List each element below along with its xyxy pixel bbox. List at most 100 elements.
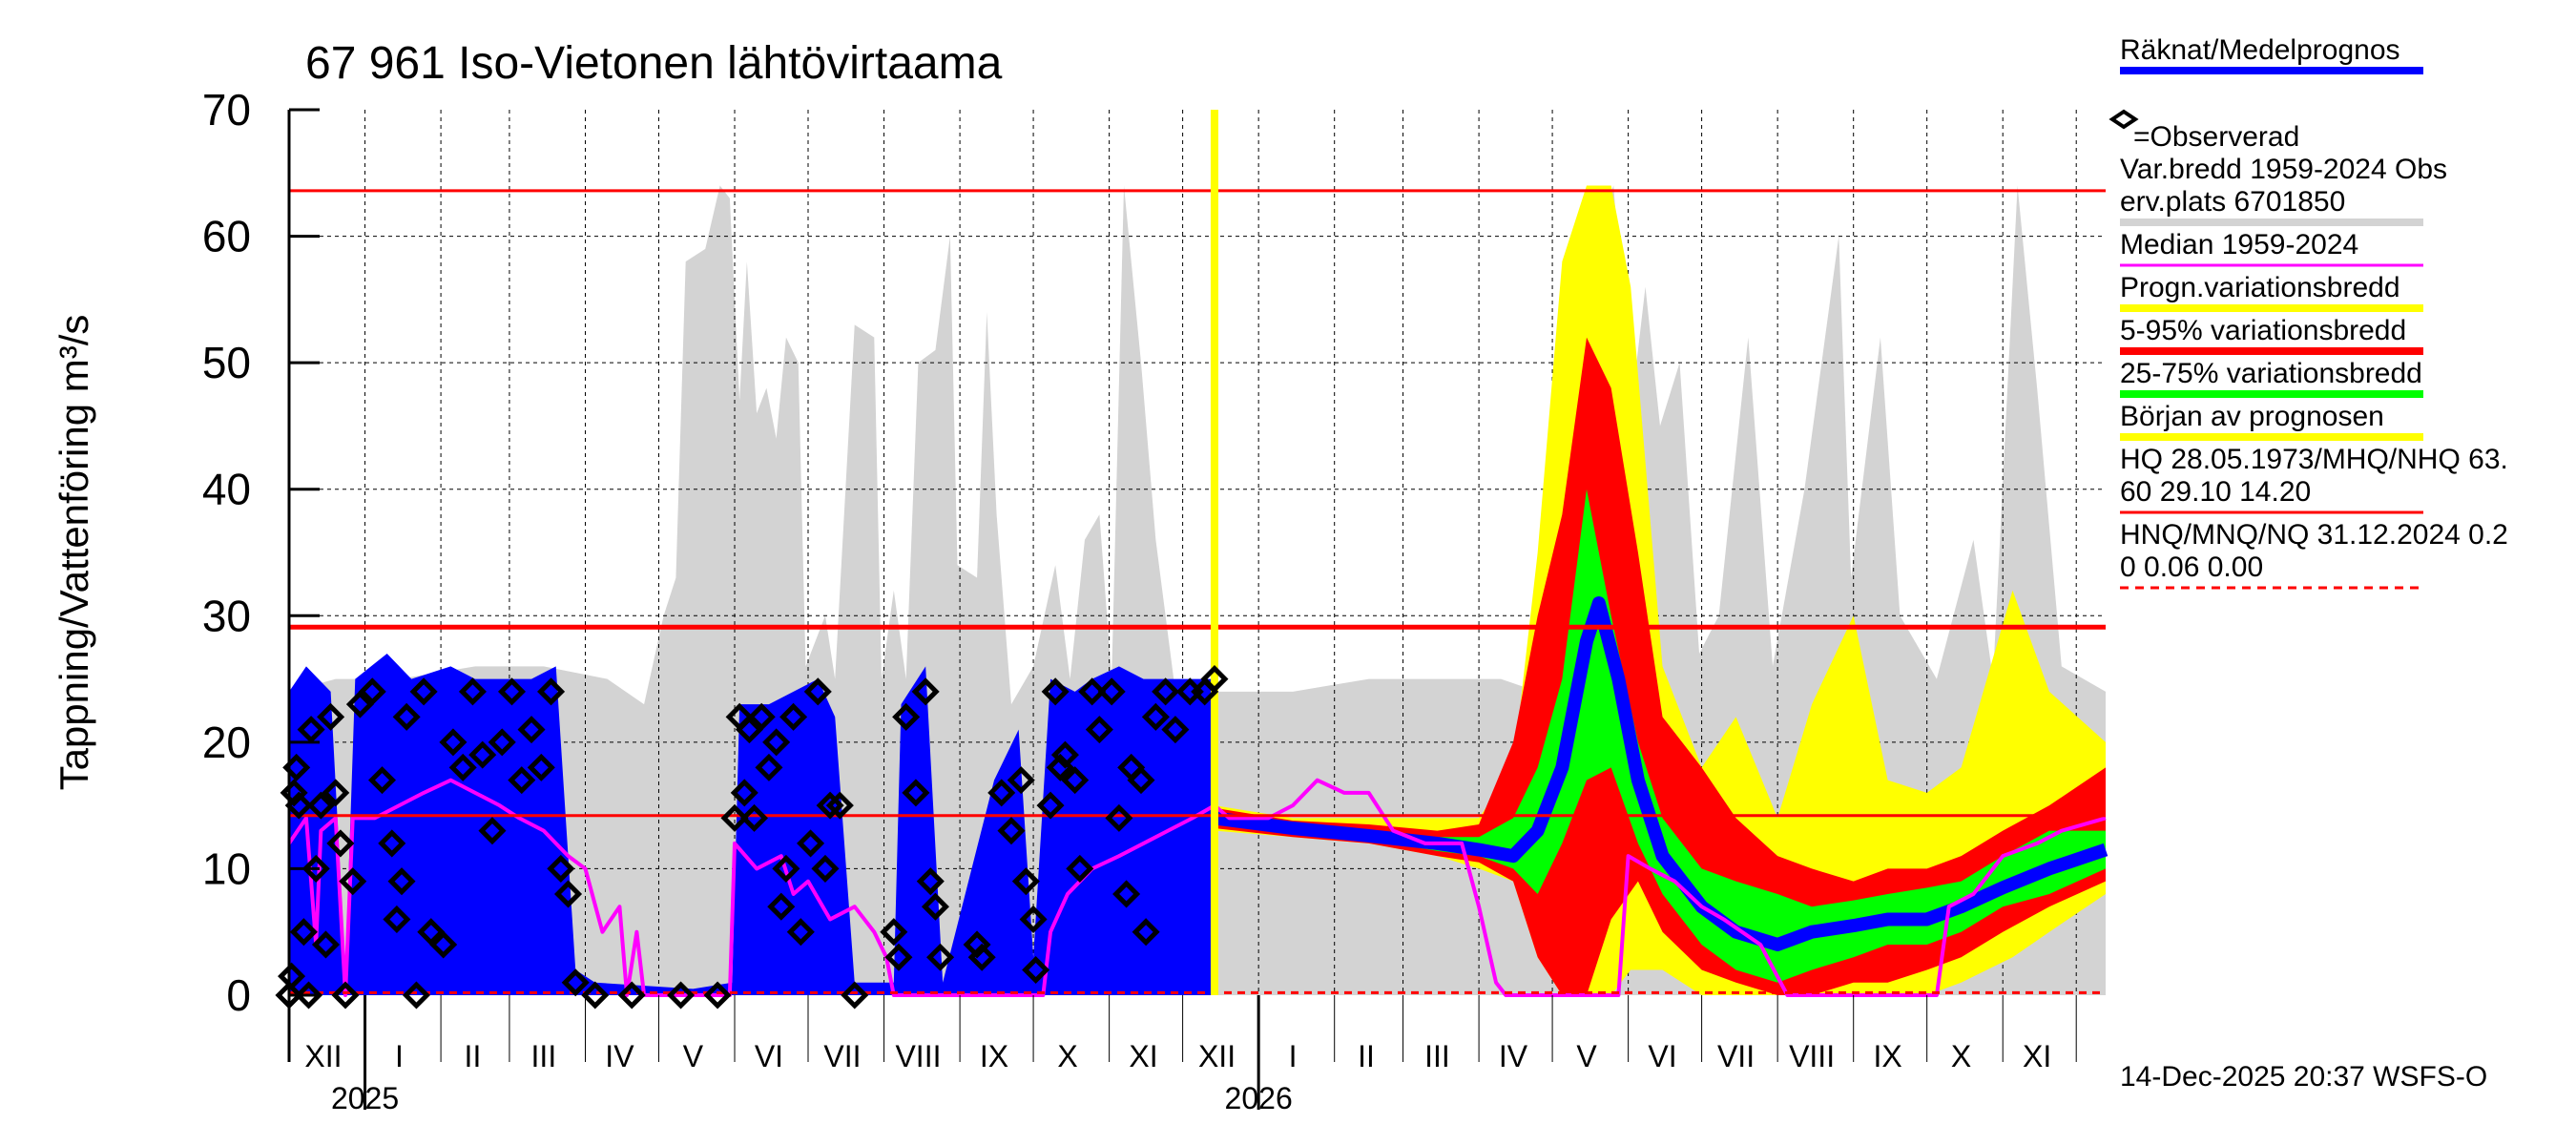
- observed-point: [1066, 854, 1094, 883]
- observed-point: [1050, 740, 1079, 769]
- plot-area: [275, 110, 2109, 1010]
- y-tick-label: 40: [202, 465, 251, 514]
- y-tick-label: 20: [202, 718, 251, 767]
- month-label: VIII: [895, 1039, 941, 1073]
- observed-point: [1085, 716, 1113, 744]
- observed-point: [311, 930, 341, 959]
- legend-item-8-label: HQ 28.05.1973/MHQ/NHQ 63.: [2120, 444, 2508, 475]
- observed-point: [527, 753, 555, 781]
- observed-point: [1161, 716, 1190, 744]
- observed-point: [997, 817, 1026, 845]
- median-line: [287, 778, 2107, 997]
- legend-item-2-label: Var.bredd 1959-2024 Obs: [2120, 154, 2447, 185]
- observed-point: [1152, 677, 1180, 706]
- observed-point: [617, 981, 646, 1010]
- observed-point: [825, 791, 854, 820]
- observed-point: [581, 981, 610, 1010]
- observed-point: [987, 779, 1016, 807]
- observed-point: [926, 943, 955, 971]
- month-label: XII: [1198, 1039, 1236, 1073]
- month-label: II: [1358, 1039, 1375, 1073]
- observed-point: [306, 791, 335, 820]
- observed-point: [667, 981, 696, 1010]
- observed-point: [1078, 677, 1107, 706]
- footer-timestamp: 14-Dec-2025 20:37 WSFS-O: [2120, 1061, 2487, 1093]
- y-axis-label: Tappning/Vattenföring m³/s: [52, 315, 96, 791]
- y-tick-label: 30: [202, 591, 251, 640]
- legend-item-1-label: =Observerad: [2133, 121, 2299, 153]
- observed-point: [797, 829, 825, 858]
- observed-point: [478, 817, 507, 845]
- month-label: III: [531, 1039, 557, 1073]
- month-label: V: [683, 1039, 704, 1073]
- observed-point: [448, 753, 477, 781]
- legend-item-0-label: Räknat/Medelprognos: [2120, 34, 2400, 66]
- observed-point: [902, 779, 930, 807]
- observed-point: [297, 716, 325, 744]
- legend-item-6-label: 25-75% variationsbredd: [2120, 358, 2422, 389]
- month-label: I: [395, 1039, 404, 1073]
- observed-point: [884, 943, 913, 971]
- observed-point: [779, 702, 808, 731]
- observed-point: [1132, 918, 1160, 947]
- observed-point: [916, 867, 945, 896]
- month-label: III: [1424, 1039, 1450, 1073]
- forecast-range-band: [1214, 185, 2106, 996]
- observed-point: [892, 702, 921, 731]
- observed-point: [367, 766, 397, 795]
- legend: Räknat/Medelprognos =ObserveradVar.bredd …: [2109, 34, 2508, 590]
- legend-item-5-label: 5-95% variationsbredd: [2120, 315, 2406, 346]
- month-label: XI: [1129, 1039, 1157, 1073]
- observed-point: [561, 968, 590, 997]
- month-label: I: [1289, 1039, 1298, 1073]
- chart-title: 67 961 Iso-Vietonen lähtövirtaama: [305, 38, 1003, 89]
- observed-point: [289, 918, 318, 947]
- observed-point: [762, 728, 791, 757]
- observed-point: [1019, 905, 1048, 933]
- observed-point: [278, 962, 306, 990]
- observed-point: [345, 690, 374, 718]
- observed-point: [301, 854, 330, 883]
- month-label: VI: [755, 1039, 783, 1073]
- observed-point: [720, 803, 749, 832]
- observed-point: [921, 892, 949, 921]
- observed-point: [767, 892, 796, 921]
- month-label: V: [1576, 1039, 1597, 1073]
- month-label: IX: [1874, 1039, 1902, 1073]
- observed-point: [730, 779, 758, 807]
- observed-point: [1127, 766, 1155, 795]
- observed-point: [284, 791, 313, 820]
- observed-point: [392, 702, 421, 731]
- observed-point: [331, 981, 360, 1010]
- observed-point: [553, 880, 583, 908]
- observed-point: [417, 918, 446, 947]
- legend-item-9-label2: 0 0.06 0.00: [2120, 552, 2263, 583]
- observed-point: [497, 677, 527, 706]
- year-label: 2025: [331, 1081, 399, 1115]
- legend-item-3-label: Median 1959-2024: [2120, 229, 2358, 260]
- observed-point: [735, 716, 763, 744]
- observed-point: [1061, 766, 1090, 795]
- observed-point: [1200, 665, 1229, 694]
- y-tick-label: 0: [226, 970, 251, 1020]
- observed-point: [816, 791, 844, 820]
- month-label: II: [465, 1039, 482, 1073]
- observed-point: [963, 930, 991, 959]
- observed-point: [537, 677, 566, 706]
- observed-point: [1022, 955, 1050, 985]
- observed-point: [294, 981, 323, 1010]
- year-label: 2026: [1225, 1081, 1293, 1115]
- observed-point: [747, 702, 776, 731]
- observed-point: [317, 702, 345, 731]
- observed-point: [1097, 677, 1126, 706]
- month-label: VII: [1717, 1039, 1755, 1073]
- forecast-5-95-band: [1214, 337, 2106, 996]
- y-tick-label: 10: [202, 843, 251, 893]
- observed-point: [1011, 867, 1040, 896]
- observed-point: [439, 728, 467, 757]
- month-label: VIII: [1789, 1039, 1835, 1073]
- observed-point: [967, 943, 996, 971]
- legend-item-8-label2: 60 29.10 14.20: [2120, 476, 2311, 508]
